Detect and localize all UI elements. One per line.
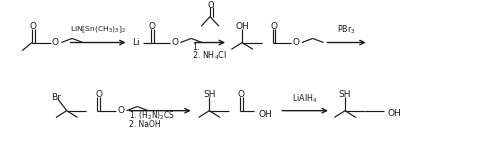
Text: LiN[Sn(CH$_3$)$_3$]$_2$: LiN[Sn(CH$_3$)$_3$]$_2$ [70, 25, 126, 36]
Text: SH: SH [203, 90, 215, 99]
Text: O: O [52, 38, 59, 47]
Text: Br: Br [51, 93, 61, 102]
Text: O: O [30, 22, 37, 31]
Text: O: O [171, 38, 178, 47]
Text: O: O [270, 22, 278, 31]
Text: PBr$_3$: PBr$_3$ [337, 24, 356, 37]
Text: OH: OH [236, 22, 249, 31]
Text: O: O [208, 1, 214, 10]
Text: SH: SH [339, 90, 351, 99]
Text: OH: OH [387, 109, 401, 118]
Text: 1. (H$_2$N)$_2$CS: 1. (H$_2$N)$_2$CS [129, 110, 175, 122]
Text: O: O [238, 90, 244, 99]
Text: O: O [292, 38, 300, 47]
Text: OH: OH [258, 110, 272, 119]
Text: LiAlH$_4$: LiAlH$_4$ [292, 92, 318, 105]
Text: 1.: 1. [192, 44, 200, 52]
Text: 2. NH$_4$Cl: 2. NH$_4$Cl [192, 49, 227, 62]
Text: 2. NaOH: 2. NaOH [129, 120, 160, 129]
Text: Li: Li [132, 38, 140, 47]
Text: O: O [95, 90, 102, 99]
Text: O: O [117, 106, 124, 115]
Text: O: O [149, 22, 156, 31]
